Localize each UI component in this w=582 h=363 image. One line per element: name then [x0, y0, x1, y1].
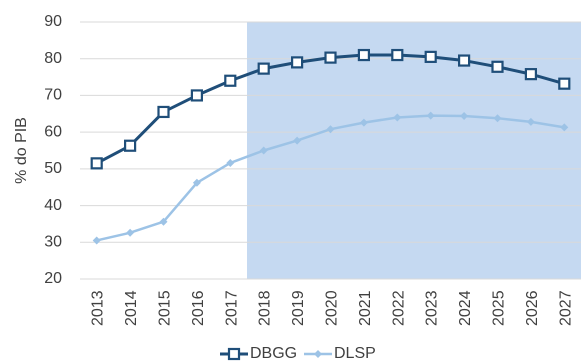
series-lines	[90, 48, 571, 245]
data-point-dbgg	[157, 105, 170, 119]
y-axis-label: % do PIB	[13, 117, 30, 184]
data-point-dbgg	[391, 48, 404, 62]
data-point-dbgg	[524, 68, 538, 81]
x-tick-label: 2013	[90, 290, 107, 326]
data-point-dbgg	[491, 60, 504, 73]
data-point-dlsp	[493, 114, 502, 123]
data-point-dbgg	[357, 48, 370, 62]
x-tick-label: 2015	[157, 290, 174, 326]
x-tick-label: 2023	[424, 290, 441, 326]
data-point-dlsp	[359, 118, 368, 127]
y-tick-label: 50	[44, 160, 62, 177]
data-point-dbgg	[90, 157, 103, 170]
data-point-dbgg	[558, 77, 571, 90]
x-axis-ticks: 2013 2014 2015 2016 2017 2018 2019 2020 2021 2022…	[90, 290, 575, 326]
x-tick-label: 2017	[223, 290, 240, 326]
y-axis-ticks: 20 30 40 50 60 70 80 90	[44, 13, 62, 287]
data-point-dbgg	[123, 139, 137, 152]
y-tick-label: 40	[44, 197, 62, 214]
legend-marker-dbgg	[227, 347, 241, 361]
data-point-dlsp	[159, 217, 168, 226]
data-point-dbgg	[324, 51, 337, 64]
gridlines	[80, 21, 581, 280]
x-tick-label: 2026	[524, 290, 541, 326]
data-point-dlsp	[259, 146, 268, 155]
data-point-dlsp	[126, 228, 135, 237]
y-tick-label: 30	[44, 234, 62, 251]
y-tick-label: 80	[44, 50, 62, 67]
data-point-dlsp	[560, 123, 569, 132]
x-tick-label: 2021	[357, 290, 374, 326]
legend-label-dlsp: DLSP	[334, 345, 376, 362]
x-tick-label: 2025	[491, 290, 508, 326]
x-tick-label: 2022	[390, 290, 407, 326]
x-tick-label: 2020	[324, 290, 341, 326]
data-point-dlsp	[526, 117, 535, 126]
data-point-dbgg	[190, 89, 203, 102]
y-tick-label: 70	[44, 87, 62, 104]
data-point-dlsp	[226, 158, 235, 167]
x-tick-label: 2024	[457, 290, 474, 326]
data-point-dbgg	[224, 74, 237, 87]
x-tick-label: 2019	[290, 290, 307, 326]
legend-marker-dlsp	[314, 350, 322, 358]
data-point-dlsp	[326, 125, 335, 134]
data-point-dlsp	[293, 136, 302, 145]
data-point-dlsp	[426, 111, 435, 120]
x-tick-label: 2027	[557, 290, 574, 326]
x-tick-label: 2016	[190, 290, 207, 326]
x-tick-label: 2018	[257, 290, 274, 326]
y-tick-label: 20	[44, 270, 62, 287]
y-tick-label: 60	[44, 123, 62, 140]
data-point-dbgg	[291, 56, 304, 69]
data-point-dlsp	[393, 113, 402, 122]
data-point-dlsp	[92, 236, 101, 245]
x-tick-label: 2014	[123, 290, 140, 326]
y-tick-label: 90	[44, 13, 62, 30]
data-point-dlsp	[192, 178, 201, 187]
legend-label-dbgg: DBGG	[250, 345, 297, 362]
data-point-dbgg	[458, 54, 471, 67]
legend: DBGG DLSP	[220, 345, 376, 362]
data-point-dbgg	[257, 62, 270, 75]
data-point-dlsp	[460, 111, 469, 120]
data-point-dbgg	[424, 50, 437, 63]
